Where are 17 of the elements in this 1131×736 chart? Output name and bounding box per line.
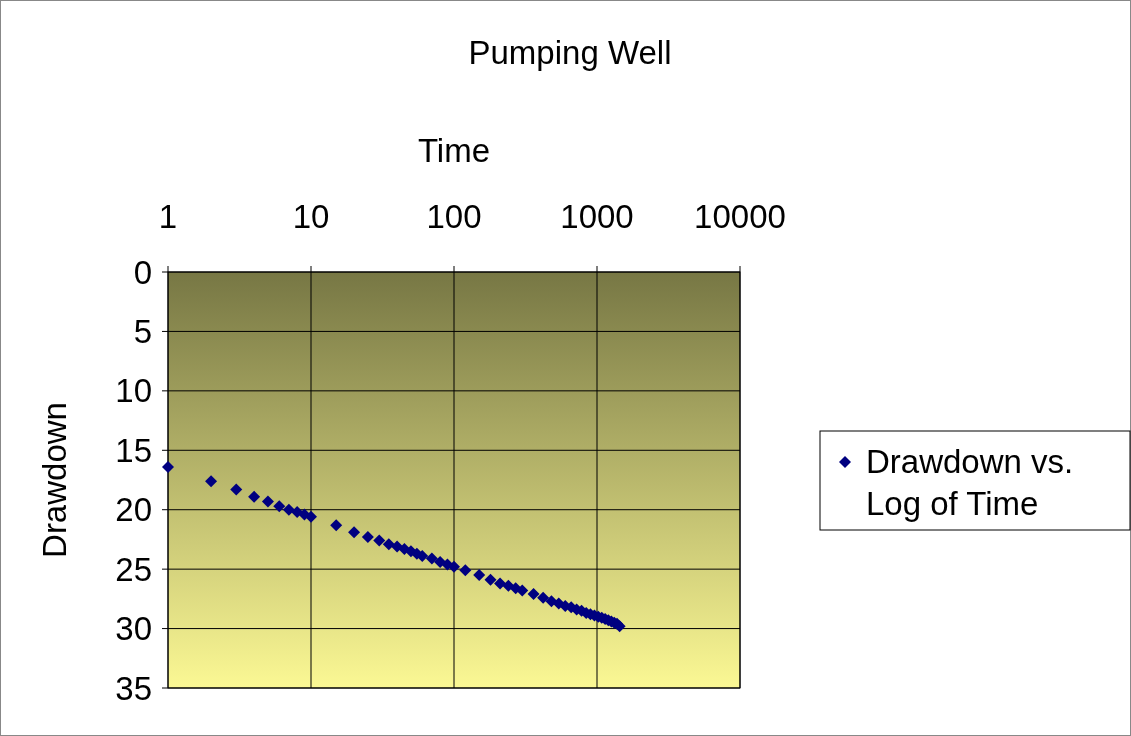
- x-tick-label: 1: [158, 198, 178, 235]
- x-tick-label: 100: [426, 198, 482, 235]
- legend-label: Drawdown vs. Log of Time: [866, 443, 1074, 522]
- y-tick-label: 20: [115, 491, 152, 529]
- y-tick-label: 25: [115, 550, 152, 588]
- x-tick-label: 10: [292, 198, 330, 235]
- y-tick-label: 35: [115, 669, 152, 707]
- y-tick-label: 30: [115, 610, 152, 648]
- y-tick-label: 0: [133, 253, 152, 291]
- x-tick-label: 1000: [560, 198, 634, 235]
- x-axis-title: Time: [417, 132, 491, 169]
- y-tick-label: 10: [115, 372, 152, 410]
- y-tick-label: 5: [133, 312, 152, 350]
- x-tick-label: 10000: [694, 198, 786, 235]
- chart-title: Pumping Well: [468, 34, 672, 71]
- y-axis-title: Drawdown: [36, 402, 73, 558]
- y-tick-label: 15: [115, 431, 152, 469]
